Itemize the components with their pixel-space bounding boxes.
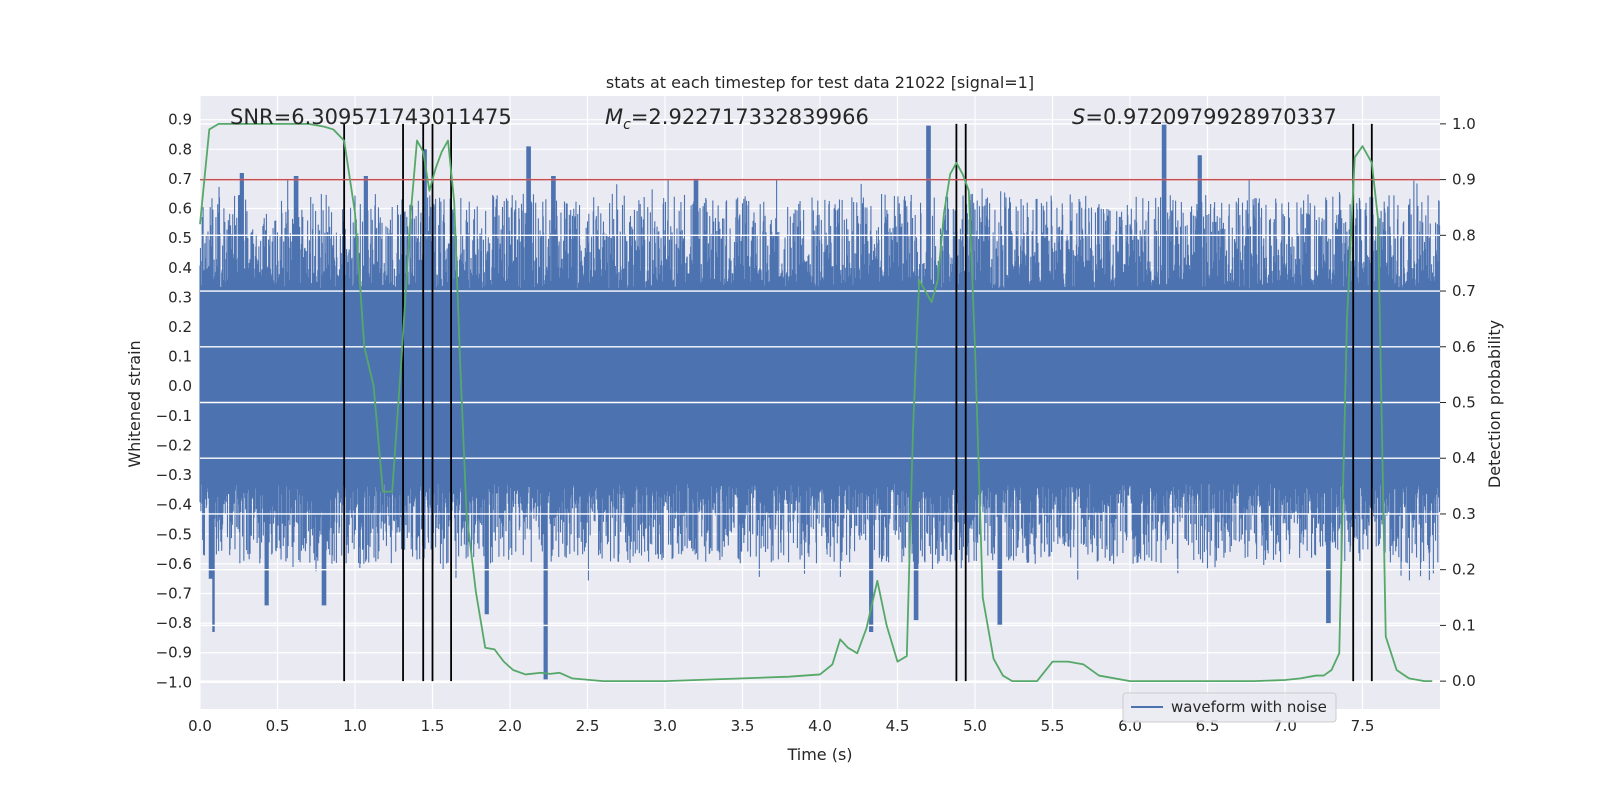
- waveform-trace: [199, 122, 1441, 680]
- y-axis-label-left: Whitened strain: [125, 340, 144, 467]
- x-tick-label: 5.0: [963, 717, 987, 735]
- x-tick-label: 4.0: [808, 717, 832, 735]
- chirp-mass-annotation: Mc=2.922717332839966: [605, 105, 869, 133]
- score-annotation: S=0.9720979928970337: [1072, 105, 1337, 129]
- y-tick-label-left: 0.7: [168, 170, 192, 188]
- score-value: =0.9720979928970337: [1085, 105, 1336, 129]
- x-tick-label: 7.5: [1351, 717, 1375, 735]
- y-tick-label-right: 0.7: [1452, 282, 1476, 300]
- chirp-mass-subscript: c: [623, 117, 631, 133]
- legend-label: waveform with noise: [1171, 698, 1327, 716]
- chart-title: stats at each timestep for test data 210…: [606, 73, 1034, 92]
- x-tick-label: 2.0: [498, 717, 522, 735]
- y-tick-label-left: −0.6: [156, 555, 192, 573]
- chirp-mass-value: =2.922717332839966: [631, 105, 869, 129]
- y-tick-label-right: 0.9: [1452, 171, 1476, 189]
- y-tick-label-left: 0.9: [168, 111, 192, 129]
- y-tick-label-left: 0.2: [168, 318, 192, 336]
- probability-line: [199, 122, 1433, 683]
- y-tick-label-left: −0.3: [156, 466, 192, 484]
- tick-labels: 0.0 0.5 1.0 1.5 2.0 2.5 3.0 3.5 4.0 4.5 5.0 5.5 6.0 6…: [156, 111, 1476, 735]
- y-tick-label-left: 0.5: [168, 229, 192, 247]
- x-tick-label: 1.5: [421, 717, 445, 735]
- y-tick-label-left: −0.8: [156, 614, 192, 632]
- snr-annotation: SNR=6.309571743011475: [230, 105, 512, 129]
- y-tick-label-left: 0.6: [168, 200, 192, 218]
- y-tick-label-left: 0.4: [168, 259, 192, 277]
- x-tick-label: 1.0: [343, 717, 367, 735]
- x-tick-label: 3.0: [653, 717, 677, 735]
- y-tick-label-right: 0.4: [1452, 449, 1476, 467]
- y-tick-label-right: 0.3: [1452, 505, 1476, 523]
- y-tick-label-right: 1.0: [1452, 115, 1476, 133]
- y-tick-label-left: 0.0: [168, 377, 192, 395]
- y-tick-label-left: −0.7: [156, 585, 192, 603]
- legend: waveform with noise: [1122, 692, 1337, 723]
- y-tick-label-right: 0.8: [1452, 226, 1476, 244]
- vertical-lines: [343, 123, 1373, 682]
- probability-series: [199, 122, 1433, 683]
- y-tick-label-right: 0.6: [1452, 338, 1476, 356]
- y-tick-label-right: 0.5: [1452, 394, 1476, 412]
- x-tick-label: 3.5: [731, 717, 755, 735]
- x-tick-label: 4.5: [886, 717, 910, 735]
- y-tick-label-left: 0.8: [168, 140, 192, 158]
- y-tick-label-left: 0.3: [168, 288, 192, 306]
- y-tick-label-left: −0.2: [156, 436, 192, 454]
- y-tick-label-right: 0.1: [1452, 616, 1476, 634]
- legend-box: [1122, 692, 1337, 723]
- y-tick-label-left: −0.4: [156, 496, 192, 514]
- x-tick-label: 0.0: [188, 717, 212, 735]
- y-tick-label-right: 0.2: [1452, 561, 1476, 579]
- x-axis-label: Time (s): [786, 745, 852, 764]
- chirp-mass-symbol: M: [605, 105, 623, 129]
- y-tick-label-right: 0.0: [1452, 672, 1476, 690]
- y-tick-label-left: −0.1: [156, 407, 192, 425]
- x-tick-label: 0.5: [266, 717, 290, 735]
- y-tick-label-left: −1.0: [156, 673, 192, 691]
- x-tick-label: 5.5: [1041, 717, 1065, 735]
- x-tick-label: 2.5: [576, 717, 600, 735]
- y-tick-label-left: −0.5: [156, 525, 192, 543]
- y-tick-label-left: −0.9: [156, 644, 192, 662]
- y-tick-label-left: 0.1: [168, 348, 192, 366]
- y-axis-label-right: Detection probability: [1485, 320, 1504, 488]
- score-symbol: S: [1072, 105, 1085, 129]
